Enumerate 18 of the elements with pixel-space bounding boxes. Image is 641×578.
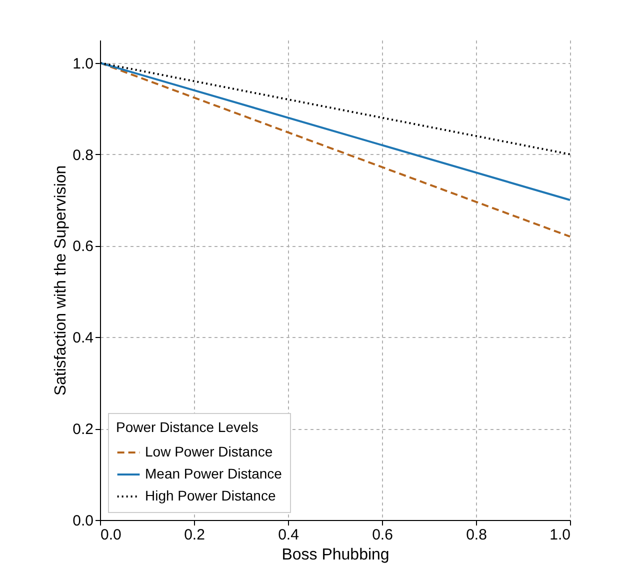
x-tick-label: 0.8 [466,526,487,544]
y-tick-label: 0.8 [72,146,94,164]
x-axis-title: Boss Phubbing [282,546,390,564]
legend-label: Mean Power Distance [145,466,282,482]
legend-label: Low Power Distance [145,444,273,460]
legend-title: Power Distance Levels [116,419,258,435]
y-tick-label: 0.2 [72,421,94,438]
y-tick-label: 0.6 [72,238,94,256]
x-tick-label: 1.0 [550,526,570,544]
y-axis-title: Satisfaction with the Supervision [52,165,70,396]
x-tick-label: 0.6 [372,526,393,544]
x-tick-label: 0.0 [100,526,122,544]
y-tick-label: 0.0 [72,512,94,530]
x-tick-label: 0.4 [278,526,299,544]
legend-label: High Power Distance [145,488,276,504]
x-tick-label: 0.2 [184,526,205,544]
y-tick-label: 1.0 [72,55,94,72]
y-tick-label: 0.4 [72,330,94,347]
